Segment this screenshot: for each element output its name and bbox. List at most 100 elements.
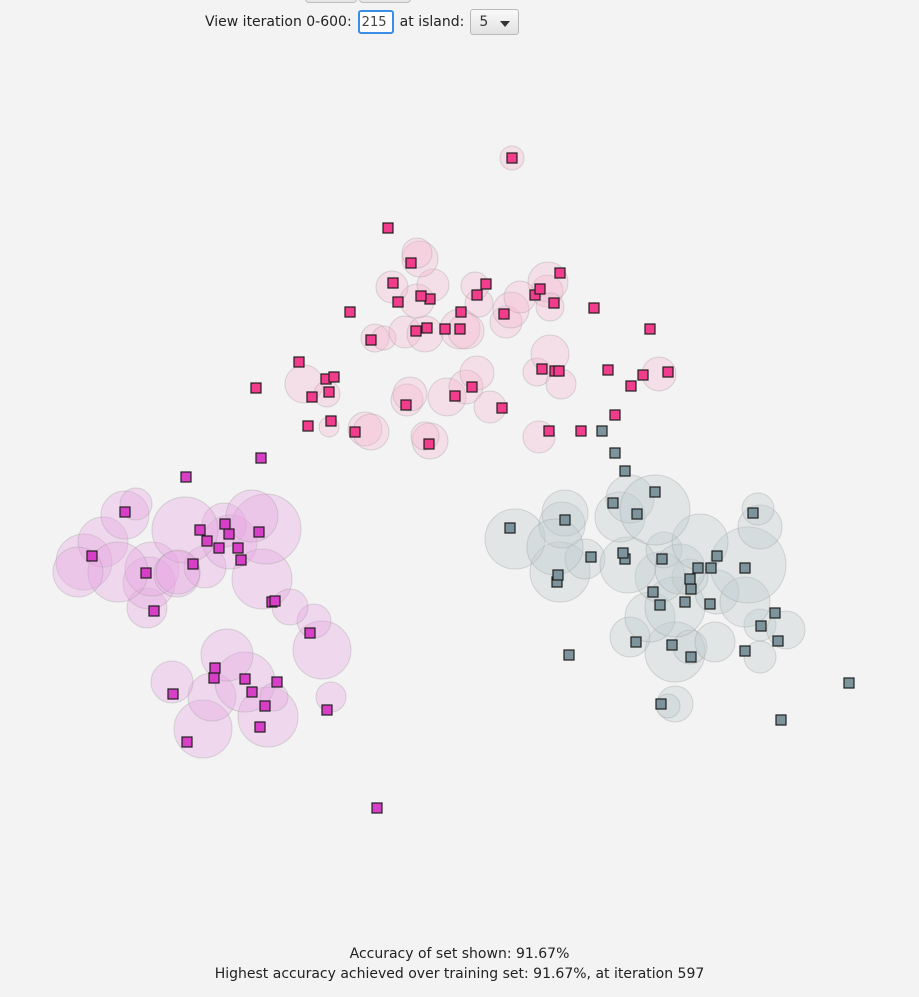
data-point-marker bbox=[405, 257, 417, 269]
data-point-marker bbox=[739, 562, 751, 574]
data-point-marker bbox=[496, 402, 508, 414]
data-point-marker bbox=[609, 409, 621, 421]
data-point-marker bbox=[371, 802, 383, 814]
data-point-marker bbox=[644, 323, 656, 335]
data-point-marker bbox=[655, 698, 667, 710]
data-point-marker bbox=[711, 550, 723, 562]
data-point-marker bbox=[843, 677, 855, 689]
data-point-marker bbox=[617, 547, 629, 559]
data-point-marker bbox=[271, 676, 283, 688]
data-point-marker bbox=[679, 596, 691, 608]
data-point-marker bbox=[344, 306, 356, 318]
data-point-marker bbox=[619, 465, 631, 477]
data-point-marker bbox=[140, 567, 152, 579]
data-point-marker bbox=[554, 267, 566, 279]
data-point-marker bbox=[649, 486, 661, 498]
data-point-marker bbox=[596, 425, 608, 437]
data-point-marker bbox=[349, 426, 361, 438]
data-point-marker bbox=[739, 645, 751, 657]
data-point-marker bbox=[209, 662, 221, 674]
data-point-marker bbox=[302, 420, 314, 432]
halo-circle bbox=[541, 489, 589, 537]
data-point-marker bbox=[656, 553, 668, 565]
data-point-marker bbox=[187, 558, 199, 570]
data-point-marker bbox=[253, 526, 265, 538]
data-point-marker bbox=[194, 524, 206, 536]
data-point-marker bbox=[213, 542, 225, 554]
halo-circle bbox=[155, 549, 201, 595]
data-point-marker bbox=[454, 323, 466, 335]
data-point-marker bbox=[255, 452, 267, 464]
halo-circle bbox=[55, 533, 113, 591]
data-point-marker bbox=[449, 390, 461, 402]
data-point-marker bbox=[415, 290, 427, 302]
data-point-marker bbox=[181, 736, 193, 748]
data-point-marker bbox=[666, 639, 678, 651]
data-point-marker bbox=[387, 277, 399, 289]
data-point-marker bbox=[585, 551, 597, 563]
halo-circle bbox=[599, 536, 657, 594]
data-point-marker bbox=[323, 386, 335, 398]
data-point-marker bbox=[704, 598, 716, 610]
island-select-value: 5 bbox=[479, 14, 489, 30]
top-tab-right[interactable] bbox=[359, 0, 411, 3]
data-point-marker bbox=[607, 497, 619, 509]
data-point-marker bbox=[685, 651, 697, 663]
data-point-marker bbox=[575, 425, 587, 437]
halo-circle bbox=[427, 377, 467, 417]
data-point-marker bbox=[662, 366, 674, 378]
halo-circle bbox=[150, 660, 194, 704]
data-point-marker bbox=[410, 325, 422, 337]
island-select[interactable]: 5 bbox=[470, 9, 520, 35]
data-point-marker bbox=[250, 382, 262, 394]
halo-circle bbox=[644, 621, 706, 683]
halo-circle bbox=[237, 686, 299, 748]
data-point-marker bbox=[504, 522, 516, 534]
data-point-marker bbox=[471, 289, 483, 301]
data-point-marker bbox=[602, 364, 614, 376]
data-point-marker bbox=[382, 222, 394, 234]
iteration-label: View iteration 0-600: bbox=[205, 14, 352, 30]
data-point-marker bbox=[498, 308, 510, 320]
data-point-marker bbox=[775, 714, 787, 726]
data-point-marker bbox=[772, 635, 784, 647]
data-point-marker bbox=[269, 595, 281, 607]
data-point-marker bbox=[86, 550, 98, 562]
data-point-marker bbox=[705, 562, 717, 574]
chevron-down-icon bbox=[500, 21, 511, 27]
halo-circle bbox=[225, 489, 279, 543]
halo-circle bbox=[526, 518, 584, 576]
top-tab-left[interactable] bbox=[305, 0, 357, 3]
data-point-marker bbox=[439, 323, 451, 335]
data-point-marker bbox=[246, 686, 258, 698]
data-point-marker bbox=[654, 599, 666, 611]
halo-circle bbox=[231, 548, 293, 610]
data-point-marker bbox=[455, 306, 467, 318]
data-point-marker bbox=[239, 673, 251, 685]
data-point-marker bbox=[506, 152, 518, 164]
highest-accuracy-text: Highest accuracy achieved over training … bbox=[214, 966, 705, 982]
data-point-marker bbox=[559, 514, 571, 526]
data-point-marker bbox=[685, 583, 697, 595]
data-point-marker bbox=[421, 322, 433, 334]
data-point-marker bbox=[223, 528, 235, 540]
data-point-marker bbox=[201, 535, 213, 547]
data-point-marker bbox=[755, 620, 767, 632]
data-point-marker bbox=[148, 605, 160, 617]
data-point-marker bbox=[208, 672, 220, 684]
data-point-marker bbox=[328, 371, 340, 383]
data-point-marker bbox=[534, 283, 546, 295]
data-point-marker bbox=[684, 573, 696, 585]
data-point-marker bbox=[254, 721, 266, 733]
iteration-input[interactable] bbox=[357, 10, 394, 34]
data-point-marker bbox=[548, 297, 560, 309]
data-point-marker bbox=[219, 518, 231, 530]
data-point-marker bbox=[466, 381, 478, 393]
halo-circle bbox=[124, 541, 180, 597]
data-point-marker bbox=[235, 554, 247, 566]
data-point-marker bbox=[553, 365, 565, 377]
data-point-marker bbox=[747, 507, 759, 519]
data-point-marker bbox=[588, 302, 600, 314]
data-point-marker bbox=[259, 700, 271, 712]
